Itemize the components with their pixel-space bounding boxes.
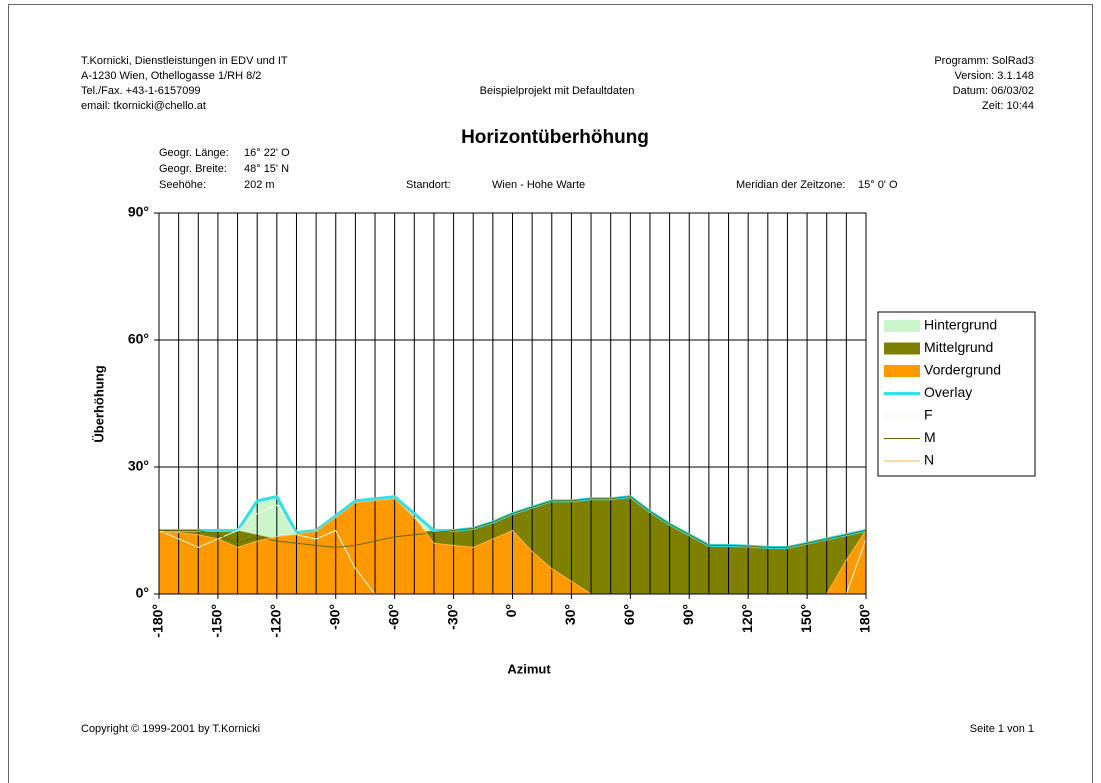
- header-left: T.Kornicki, Dienstleistungen in EDV und …: [81, 55, 288, 67]
- y-tick-label: 30°: [128, 458, 149, 474]
- x-tick-label: -150°: [209, 604, 225, 638]
- info-label: Geogr. Breite:: [159, 163, 227, 175]
- x-tick-label: -60°: [385, 604, 401, 630]
- legend-swatch: [884, 320, 920, 332]
- line: [159, 496, 867, 548]
- info-label: Standort:: [406, 179, 451, 191]
- legend-swatch: [884, 342, 920, 355]
- y-tick-label: 60°: [128, 331, 149, 347]
- header-right: Version: 3.1.148: [954, 70, 1034, 82]
- legend-label: Mittelgrund: [924, 339, 993, 355]
- header-left: Tel./Fax. +43-1-6157099: [81, 85, 201, 97]
- legend-label: F: [924, 407, 933, 423]
- header-right: Programm: SolRad3: [934, 55, 1034, 67]
- info-value: 16° 22' O: [244, 147, 290, 159]
- x-tick-label: 60°: [621, 604, 637, 625]
- y-tick-label: 90°: [128, 204, 149, 220]
- info-value: 202 m: [244, 179, 275, 191]
- legend-label: M: [924, 429, 936, 445]
- x-tick-label: 90°: [680, 604, 696, 625]
- footer-page: Seite 1 von 1: [970, 723, 1034, 735]
- x-tick-label: -90°: [326, 604, 342, 630]
- y-tick-label: 0°: [136, 585, 149, 601]
- header-left: A-1230 Wien, Othellogasse 1/RH 8/2: [81, 70, 261, 82]
- x-tick-label: 30°: [562, 604, 578, 625]
- x-tick-label: -180°: [150, 604, 166, 638]
- info-value: Wien - Hohe Warte: [492, 179, 585, 191]
- x-tick-label: -30°: [444, 604, 460, 630]
- info-label: Meridian der Zeitzone:: [736, 179, 845, 191]
- x-tick-label: 150°: [798, 604, 814, 633]
- chart-title: Horizontüberhöhung: [461, 127, 649, 148]
- header-right: Datum: 06/03/02: [953, 85, 1034, 97]
- header-center: Beispielprojekt mit Defaultdaten: [480, 85, 635, 97]
- legend-swatch: [884, 365, 920, 377]
- x-tick-label: 0°: [503, 604, 519, 617]
- legend-label: Overlay: [924, 384, 972, 400]
- x-tick-label: 180°: [857, 604, 873, 633]
- legend-label: Hintergrund: [924, 317, 997, 333]
- footer-copyright: Copyright © 1999-2001 by T.Kornicki: [81, 723, 260, 735]
- x-axis-label: Azimut: [507, 661, 551, 676]
- legend-label: Vordergrund: [924, 362, 1001, 378]
- header-left: email: tkornicki@chello.at: [81, 100, 206, 112]
- x-tick-label: -120°: [268, 604, 284, 638]
- info-value: 15° 0' O: [858, 179, 898, 191]
- y-axis-label: Überhöhung: [91, 365, 106, 442]
- legend-label: N: [924, 452, 934, 468]
- info-value: 48° 15' N: [244, 163, 289, 175]
- plot-frame: [158, 212, 867, 595]
- info-label: Geogr. Länge:: [159, 147, 229, 159]
- header-right: Zeit: 10:44: [982, 100, 1034, 112]
- x-tick-label: 120°: [739, 604, 755, 633]
- info-label: Seehöhe:: [159, 179, 206, 191]
